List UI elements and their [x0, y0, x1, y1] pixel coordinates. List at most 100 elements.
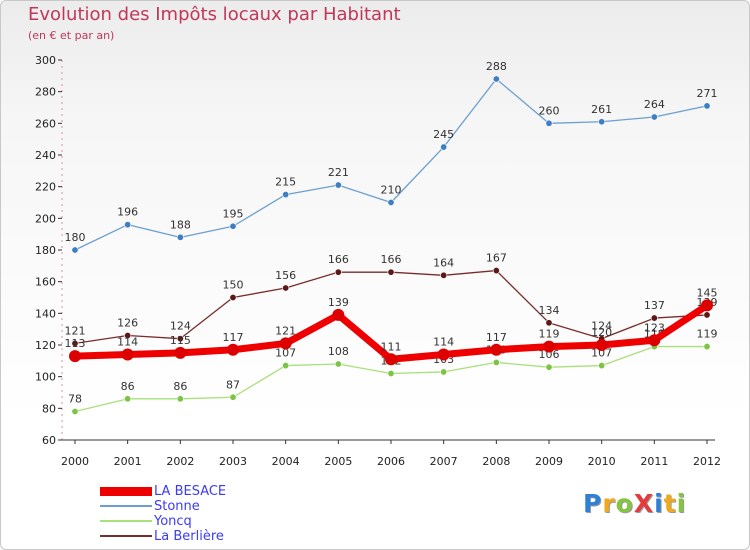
- data-point-yoncq: [703, 343, 711, 351]
- legend-label-yoncq: Yoncq: [154, 514, 192, 529]
- data-label-la-berli-re: 166: [328, 253, 349, 266]
- data-label-stonne: 221: [328, 166, 349, 179]
- data-label-la-besace: 123: [644, 321, 665, 334]
- data-label-yoncq: 78: [68, 393, 82, 406]
- data-label-la-besace: 114: [117, 336, 138, 349]
- data-point-stonne: [492, 75, 500, 83]
- y-tick-label: 300: [35, 54, 56, 67]
- data-point-la-besace: [227, 343, 239, 356]
- data-point-la-berli-re: [282, 284, 290, 292]
- data-point-yoncq: [334, 360, 342, 368]
- logo-letter: i: [676, 489, 687, 518]
- data-label-la-berli-re: 134: [539, 304, 560, 317]
- x-tick-label: 2006: [377, 455, 405, 468]
- data-point-la-berli-re: [440, 271, 448, 279]
- data-point-stonne: [650, 113, 658, 121]
- data-label-yoncq: 107: [275, 347, 296, 360]
- data-label-stonne: 180: [65, 231, 86, 244]
- logo-letter: i: [654, 489, 664, 518]
- data-point-la-besace: [543, 340, 555, 353]
- data-label-yoncq: 119: [697, 328, 718, 341]
- data-point-la-berli-re: [703, 311, 711, 319]
- data-label-la-besace: 117: [223, 331, 244, 344]
- y-tick-label: 200: [35, 212, 56, 225]
- logo-letter: r: [602, 489, 616, 518]
- data-label-yoncq: 87: [226, 378, 240, 391]
- logo-letter: P: [583, 489, 603, 518]
- y-tick-label: 60: [42, 434, 56, 447]
- data-label-la-berli-re: 167: [486, 252, 507, 265]
- data-label-stonne: 188: [170, 218, 191, 231]
- data-point-stonne: [282, 191, 290, 199]
- data-point-yoncq: [71, 407, 79, 415]
- data-point-la-berli-re: [545, 319, 553, 327]
- x-tick-label: 2009: [535, 455, 563, 468]
- data-label-la-besace: 145: [697, 286, 718, 299]
- y-tick-label: 240: [35, 149, 56, 162]
- data-point-la-berli-re: [334, 268, 342, 276]
- data-point-stonne: [124, 221, 132, 229]
- y-tick-label: 160: [35, 276, 56, 289]
- data-label-la-berli-re: 164: [433, 256, 454, 269]
- data-label-yoncq: 108: [328, 345, 349, 358]
- data-label-la-berli-re: 124: [591, 320, 612, 333]
- data-point-la-berli-re: [176, 335, 184, 343]
- data-label-stonne: 215: [275, 176, 296, 189]
- x-tick-label: 2005: [324, 455, 352, 468]
- data-point-stonne: [440, 143, 448, 151]
- data-point-la-besace: [121, 348, 134, 361]
- data-label-stonne: 261: [591, 103, 612, 116]
- data-label-la-berli-re: 137: [644, 299, 665, 312]
- data-label-la-besace: 115: [170, 334, 191, 347]
- y-tick-label: 280: [35, 86, 56, 99]
- data-label-stonne: 288: [486, 60, 507, 73]
- data-label-yoncq: 86: [121, 380, 135, 393]
- logo-letter: X: [633, 489, 655, 518]
- data-label-stonne: 271: [697, 87, 718, 100]
- x-tick-label: 2000: [61, 455, 89, 468]
- data-label-la-berli-re: 124: [170, 320, 191, 333]
- data-point-stonne: [387, 199, 395, 207]
- y-tick-label: 260: [35, 117, 56, 130]
- data-point-la-besace: [595, 339, 608, 351]
- data-point-la-besace: [332, 308, 345, 321]
- data-point-stonne: [545, 119, 553, 127]
- data-point-la-berli-re: [71, 339, 79, 347]
- data-point-la-besace: [648, 334, 661, 347]
- legend-swatch-la-berliere: [100, 535, 152, 537]
- data-label-la-besace: 121: [275, 324, 296, 337]
- data-point-la-berli-re: [229, 293, 237, 301]
- y-tick-label: 180: [35, 244, 56, 257]
- data-label-stonne: 260: [539, 104, 560, 117]
- data-point-la-besace: [279, 337, 292, 350]
- data-point-yoncq: [492, 358, 500, 366]
- y-tick-label: 80: [42, 402, 56, 415]
- legend-swatch-yoncq: [100, 520, 152, 522]
- data-point-la-besace: [490, 343, 503, 356]
- data-point-la-besace: [385, 353, 397, 366]
- data-label-la-besace: 117: [486, 331, 507, 344]
- data-point-yoncq: [229, 393, 237, 401]
- data-point-stonne: [71, 246, 79, 254]
- data-point-la-berli-re: [124, 331, 132, 339]
- legend-label-stonne: Stonne: [154, 499, 200, 514]
- data-point-stonne: [703, 102, 711, 110]
- legend-label-la-besace: LA BESACE: [154, 484, 227, 499]
- data-point-la-besace: [69, 350, 81, 363]
- data-label-la-berli-re: 166: [381, 253, 402, 266]
- data-point-la-berli-re: [650, 314, 658, 322]
- y-tick-label: 140: [35, 307, 56, 320]
- data-point-stonne: [598, 118, 606, 126]
- chart-subtitle: (en € et par an): [28, 29, 115, 42]
- data-label-yoncq: 107: [591, 347, 612, 360]
- x-tick-label: 2004: [272, 455, 300, 468]
- x-tick-label: 2010: [588, 455, 616, 468]
- legend-swatch-la-besace: [100, 487, 152, 496]
- data-point-la-berli-re: [387, 268, 395, 276]
- y-tick-label: 100: [35, 371, 56, 384]
- data-point-stonne: [229, 222, 237, 230]
- logo-letter: t: [663, 489, 677, 518]
- x-tick-label: 2007: [430, 455, 458, 468]
- y-tick-label: 120: [35, 339, 56, 352]
